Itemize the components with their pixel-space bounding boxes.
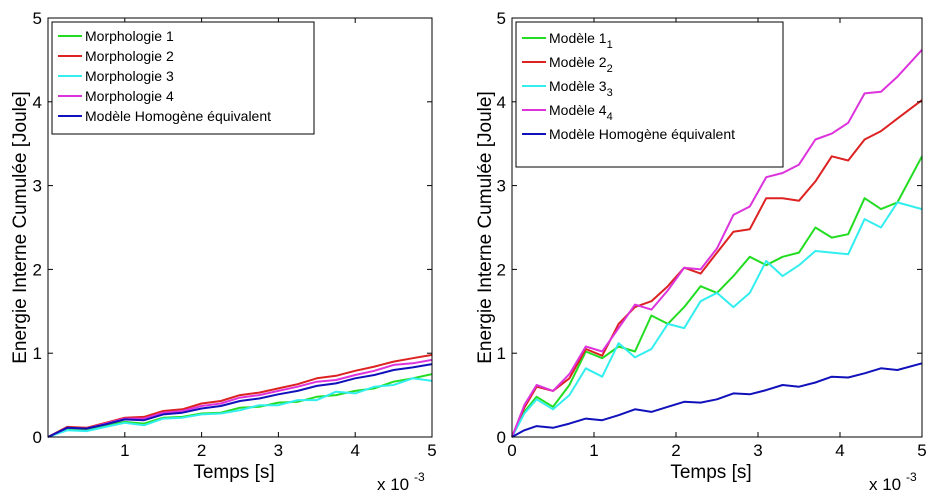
series-line-3 [511, 201, 923, 438]
series-line-2 [511, 99, 923, 438]
y-tick-label: 3 [33, 177, 42, 196]
x-tick-label: 2 [197, 441, 206, 460]
x-tick-label: 2 [671, 441, 680, 460]
y-tick-label: 4 [497, 93, 506, 112]
x-tick-label: 5 [917, 441, 926, 460]
x-multiplier-exponent: -3 [414, 470, 425, 484]
x-tick-label: 1 [120, 441, 129, 460]
series-line-3 [47, 377, 433, 438]
y-tick-label: 2 [33, 260, 42, 279]
legend-box [51, 21, 315, 135]
x-tick-label: 4 [835, 441, 844, 460]
legend-label-1: Morphologie 1 [85, 28, 174, 44]
chart-panel-1: 1 2 3 4 5 0 1 2 3 4 5 Temps [s] Energie Interne Cumu… [10, 9, 437, 493]
y-axis-label: Energie Interne Cumulée [Joule] [10, 91, 31, 364]
x-tick-label: 5 [427, 441, 436, 460]
legend: Modèle 11 Modèle 22 Modèle 33 Modèle 44 Modè… [515, 21, 784, 168]
y-tick-label: 2 [497, 260, 506, 279]
legend-label-4: Morphologie 4 [85, 88, 174, 104]
legend-label-4: Modèle 44 [549, 102, 613, 123]
legend-label-2: Modèle 22 [549, 54, 613, 75]
y-tick-label: 1 [497, 344, 506, 363]
y-tick-label: 5 [497, 9, 506, 28]
axes-box [511, 17, 923, 438]
legend-label-3: Modèle 33 [549, 78, 613, 99]
legend-box [515, 21, 784, 168]
y-tick-label: 0 [33, 428, 42, 447]
y-tick-label: 5 [33, 9, 42, 28]
y-axis-label: Energie Interne Cumulée [Joule] [475, 91, 496, 364]
axes-box [47, 17, 433, 438]
series-line-5 [511, 362, 923, 438]
x-multiplier-exponent: -3 [906, 470, 917, 484]
y-tick-label: 0 [497, 428, 506, 447]
series-line-4 [511, 49, 923, 438]
x-tick-label: 1 [589, 441, 598, 460]
y-tick-label: 1 [33, 344, 42, 363]
x-tick-label: 0 [507, 441, 516, 460]
x-axis-label: Temps [s] [670, 462, 751, 483]
series-line-1 [511, 155, 923, 438]
legend-label-5: Modèle Homogène équivalent [549, 126, 735, 142]
x-multiplier: x 10 [377, 475, 409, 493]
x-tick-label: 3 [753, 441, 762, 460]
legend-label-2: Morphologie 2 [85, 48, 174, 64]
x-axis-label: Temps [s] [193, 462, 274, 483]
legend-label-3: Morphologie 3 [85, 68, 174, 84]
legend-label-1: Modèle 11 [549, 30, 613, 51]
legend-label-5: Modèle Homogène équivalent [85, 108, 271, 124]
x-multiplier: x 10 [869, 475, 901, 493]
y-tick-label: 4 [33, 93, 42, 112]
x-tick-label: 4 [350, 441, 359, 460]
y-tick-label: 3 [497, 177, 506, 196]
chart-panel-2: 0 1 2 3 4 5 0 1 2 3 4 5 Temps [s] Energie Interne Cum… [475, 9, 926, 493]
x-tick-label: 3 [274, 441, 283, 460]
legend: Morphologie 1 Morphologie 2 Morphologie 3 M… [51, 21, 315, 135]
series-line-5 [47, 363, 433, 438]
